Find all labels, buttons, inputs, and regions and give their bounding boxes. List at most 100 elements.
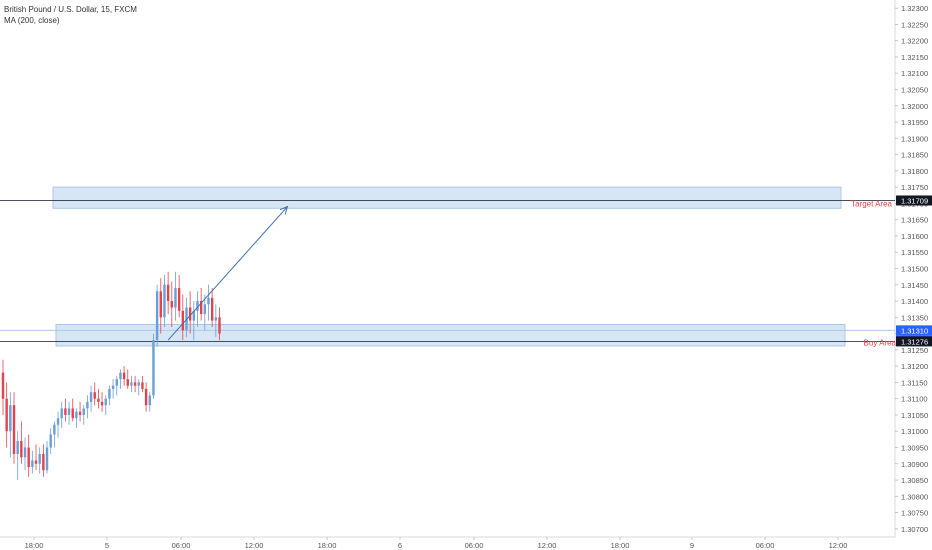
x-tick-label: 9 [690,541,694,550]
x-tick-label: 06:00 [756,541,775,550]
candle-body [9,405,12,432]
x-tick-label: 12:00 [829,541,848,550]
candle-body [89,392,93,402]
y-tick-label: 1.31100 [901,395,928,404]
candle-body [111,385,115,389]
legend-title: British Pound / U.S. Dollar, 15, FXCM [4,5,137,14]
y-tick-label: 1.31050 [901,411,928,420]
x-tick-label: 06:00 [172,541,191,550]
y-tick-label: 1.31200 [901,362,928,371]
candle-body [137,382,140,386]
candle-body [20,440,23,458]
candle-body [16,440,19,455]
candle-body [100,401,104,406]
candle-body [126,379,129,386]
candle-body [78,411,82,415]
candle-body [86,401,89,409]
candle-body [152,340,155,396]
candle-body [60,408,63,419]
candle-body [119,372,122,380]
x-tick-label: 18:00 [611,541,630,550]
candle-body [199,301,203,315]
x-tick-label: 06:00 [465,541,484,550]
y-tick-label: 1.31750 [901,183,928,192]
price-tag-value: 1.31310 [901,326,928,335]
candle-body [159,291,162,318]
candle-body [49,434,52,448]
candle-body [133,382,137,386]
y-tick-label: 1.31950 [901,118,928,127]
price-tag-value: 1.31276 [901,337,928,346]
candle-body [42,454,45,471]
y-tick-label: 1.32250 [901,20,928,29]
arrow-head [279,205,289,215]
candle-body [218,317,221,334]
x-tick-label: 5 [105,541,109,550]
y-tick-label: 1.31150 [901,378,928,387]
candle-body [141,382,144,389]
y-tick-label: 1.32050 [901,86,928,95]
x-tick-label: 18:00 [25,541,44,550]
candle-body [130,382,133,386]
candle-body [174,288,177,308]
candle-body [71,408,74,419]
candle-body [23,447,27,458]
legend: British Pound / U.S. Dollar, 15, FXCM MA… [4,4,137,26]
candle-body [56,418,60,425]
y-tick-label: 1.30700 [901,525,928,534]
x-tick-label: 18:00 [318,541,337,550]
y-tick-label: 1.30900 [901,460,928,469]
candle-body [203,304,207,315]
candle-body [170,301,173,308]
candle-body [166,284,170,302]
candle-body [188,307,192,321]
candle-body [155,291,159,341]
y-tick-label: 1.31500 [901,265,928,274]
y-tick-label: 1.31400 [901,297,928,306]
candle-body [115,379,118,386]
price-tag [896,195,932,206]
candle-body [1,372,5,399]
candle-body [93,392,96,399]
y-tick-label: 1.31600 [901,232,928,241]
x-tick-label: 12:00 [538,541,557,550]
candle-body [163,284,166,318]
x-tick-label: 12:00 [245,541,264,550]
candle-body [108,388,111,399]
candle-body [181,310,185,331]
zone-target-area [52,186,842,209]
candle-body [38,454,41,464]
y-tick-label: 1.30950 [901,444,928,453]
candle-body [196,301,199,311]
y-tick-label: 1.30800 [901,492,928,501]
y-tick-label: 1.31350 [901,313,928,322]
candle-body [210,297,214,321]
candle-body [144,388,148,406]
annotation-label: Buy Area [864,338,897,347]
y-tick-label: 1.30750 [901,509,928,518]
candle-body [104,398,107,406]
y-tick-label: 1.31000 [901,427,928,436]
price-tag-value: 1.31709 [901,196,928,205]
candle-body [5,398,8,432]
projection-arrow [167,206,288,341]
y-tick-label: 1.31550 [901,248,928,257]
y-tick-label: 1.32100 [901,69,928,78]
y-tick-label: 1.31850 [901,151,928,160]
y-tick-label: 1.31650 [901,216,928,225]
zone-buy-area [55,323,846,347]
annotation-label: Target Area [851,199,892,208]
candle-body [67,408,71,415]
candle-body [31,460,34,468]
y-tick-label: 1.31450 [901,281,928,290]
x-tick-label: 6 [398,541,402,550]
candle-body [97,398,100,402]
candle-body [64,408,67,415]
candle-body [34,460,38,464]
y-tick-label: 1.32150 [901,53,928,62]
y-tick-label: 1.31800 [901,167,928,176]
candle-body [27,447,30,468]
candle-body [148,395,151,406]
